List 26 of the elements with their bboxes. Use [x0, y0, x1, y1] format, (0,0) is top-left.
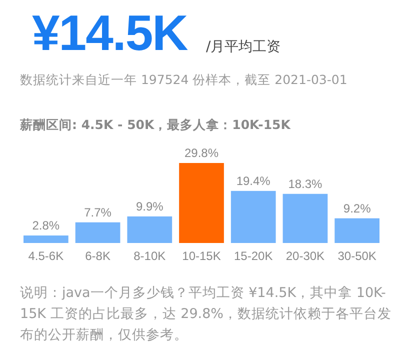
data-label: 29.8%: [184, 146, 219, 160]
data-label: 18.3%: [288, 176, 323, 191]
x-tick-label: 30-50K: [338, 249, 376, 263]
data-label: 7.7%: [84, 205, 112, 220]
data-label: 9.2%: [343, 201, 372, 216]
data-label: 9.9%: [136, 199, 164, 214]
x-tick-label: 20-30K: [286, 249, 325, 263]
text: 说明：java一个月多少钱？平均工资 ¥14.5K，其中拿 10K-15K 工资的占比最多，达 29.8%，数据统计依赖于各平台发布的公开薪酬，仅供参考。: [20, 284, 392, 345]
bar: [179, 163, 224, 243]
x-tick-label: 15-20K: [234, 249, 273, 263]
bar: [75, 222, 120, 243]
x-tick-label: 6-8K: [85, 249, 110, 263]
data-label: 2.8%: [32, 218, 60, 232]
x-tick-label: 8-10K: [134, 249, 166, 263]
text: 薪酬区间: 4.5K - 50K，最多人拿：10K-15K: [20, 117, 290, 134]
bar: [127, 216, 172, 243]
chart-subtitle: /月平均工资: [206, 38, 281, 56]
data-label: 19.4%: [236, 174, 271, 188]
bar: [24, 235, 68, 243]
x-tick-label: 10-15K: [182, 249, 221, 263]
bar: [334, 218, 380, 243]
bar: [282, 194, 328, 243]
chart-title: ¥14.5K: [32, 4, 188, 62]
x-tick-label: 4.5-6K: [28, 249, 64, 263]
text: 数据统计来自近一年 197524 份样本，截至 2021-03-01: [20, 72, 348, 89]
bar: [230, 190, 276, 243]
